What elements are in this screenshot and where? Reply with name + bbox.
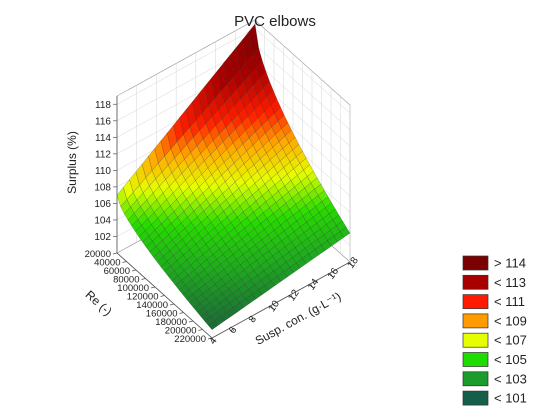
y-tick-label: 4 <box>207 335 219 346</box>
x-tick-mark <box>141 278 146 280</box>
x-tick-label: 140000 <box>136 300 168 311</box>
z-tick-label: 104 <box>94 215 111 226</box>
z-tick-label: 114 <box>95 133 111 144</box>
legend-label: < 103 <box>494 371 527 386</box>
x-tick-label: 180000 <box>155 317 187 328</box>
legend-label: < 101 <box>494 391 527 406</box>
legend-swatch <box>462 332 489 348</box>
x-tick-mark <box>112 252 118 255</box>
y-tick-mark <box>270 305 274 310</box>
y-tick-mark <box>349 261 353 267</box>
x-tick-mark <box>179 312 184 314</box>
z-tick-label: 106 <box>94 199 111 210</box>
z-tick-label: 108 <box>94 182 111 193</box>
legend-swatch <box>462 352 489 367</box>
legend-swatch <box>462 371 489 387</box>
y-tick-label: 8 <box>247 314 259 325</box>
x-tick-mark <box>188 320 194 323</box>
z-tick-label: 112 <box>95 149 111 160</box>
x-tick-mark <box>150 286 156 289</box>
x-tick-mark <box>207 337 213 340</box>
y-axis-line <box>211 261 351 339</box>
legend-swatch <box>462 294 489 309</box>
y-tick-mark <box>329 272 333 278</box>
x-tick-label: 20000 <box>85 249 111 260</box>
y-tick-mark <box>290 294 294 299</box>
legend-swatch <box>462 390 489 406</box>
x-tick-label: 160000 <box>146 309 178 320</box>
legend-label: < 105 <box>494 352 527 367</box>
y-tick-label: 6 <box>227 325 239 336</box>
x-tick-label: 100000 <box>117 283 149 294</box>
y-tick-mark <box>310 283 313 288</box>
legend-swatch <box>462 274 489 290</box>
x-tick-label: 80000 <box>113 275 139 286</box>
y-tick-mark <box>251 316 254 321</box>
x-tick-label: 40000 <box>94 258 120 269</box>
z-tick-label: 102 <box>94 232 111 243</box>
legend-swatch <box>462 255 489 271</box>
z-tick-label: 118 <box>95 100 111 111</box>
z-tick-label: 116 <box>95 116 111 127</box>
z-tick-label: 110 <box>95 166 111 177</box>
x-tick-mark <box>131 269 137 272</box>
x-tick-label: 60000 <box>104 266 130 277</box>
z-axis-label: Surplus (%) <box>65 131 79 194</box>
legend-label: < 113 <box>494 275 526 290</box>
legend-label: < 111 <box>494 294 525 309</box>
legend-label: < 107 <box>494 333 527 348</box>
x-axis-label: Re (-) <box>83 288 115 319</box>
x-tick-label: 200000 <box>165 326 197 337</box>
x-tick-mark <box>169 303 175 306</box>
x-tick-mark <box>160 295 165 297</box>
x-tick-mark <box>122 261 127 263</box>
x-tick-label: 220000 <box>174 334 206 345</box>
legend-label: > 114 <box>494 256 526 271</box>
legend-swatch <box>462 313 489 329</box>
x-tick-label: 120000 <box>127 292 159 303</box>
surface-cell <box>208 320 219 330</box>
surface-mesh <box>116 23 351 330</box>
y-tick-mark <box>211 337 215 343</box>
legend: > 114 < 113 < 111 < 109 < 107 < 105 < 103 < 101 <box>462 255 527 406</box>
y-tick-mark <box>231 326 235 332</box>
legend-label: < 109 <box>494 313 527 328</box>
x-tick-mark <box>198 329 203 331</box>
chart-title: PVC elbows <box>234 13 316 30</box>
